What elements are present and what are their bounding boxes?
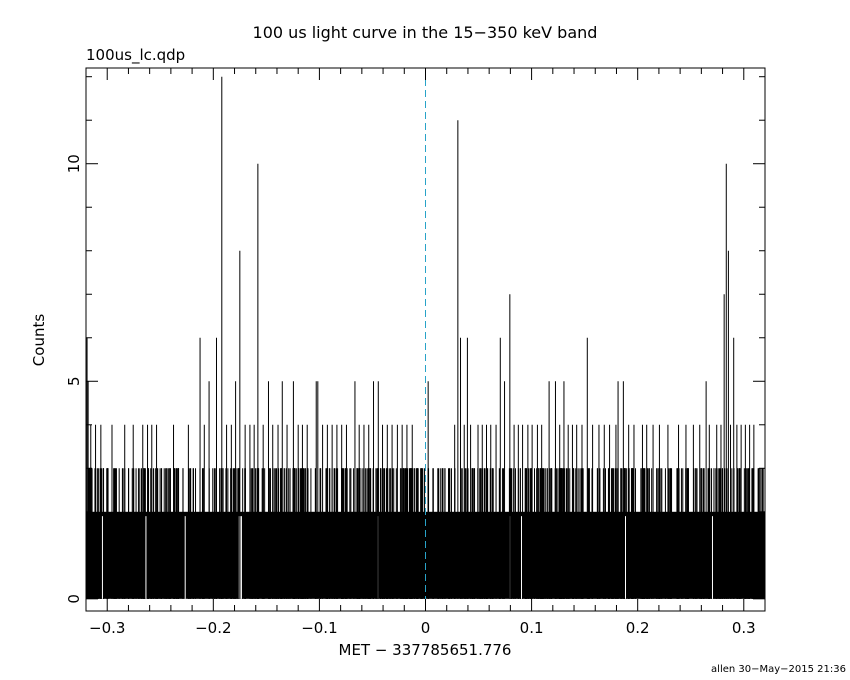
peak-spikes <box>86 76 763 599</box>
x-tick-label: 0.2 <box>626 619 650 637</box>
x-axis-label: MET − 337785651.776 <box>339 641 512 659</box>
x-tick-label: 0 <box>421 619 431 637</box>
y-axis-label: Counts <box>30 314 48 367</box>
y-axis-ticks: 0 5 10 <box>65 76 765 604</box>
x-tick-label: 0.1 <box>520 619 544 637</box>
y-tick-label: 10 <box>65 154 83 173</box>
y-tick-label: 0 <box>65 594 83 604</box>
x-tick-label: −0.1 <box>301 619 337 637</box>
footer-stamp: allen 30−May−2015 21:36 <box>711 664 846 675</box>
x-axis-ticks: −0.3 −0.2 −0.1 0 0.1 0.2 0.3 <box>85 68 766 637</box>
chart-title: 100 us light curve in the 15−350 keV ban… <box>253 23 598 42</box>
file-label: 100us_lc.qdp <box>86 46 185 65</box>
y-tick-label: 5 <box>65 376 83 386</box>
x-tick-label: 0.3 <box>732 619 756 637</box>
x-tick-label: −0.3 <box>89 619 125 637</box>
x-tick-label: −0.2 <box>195 619 231 637</box>
